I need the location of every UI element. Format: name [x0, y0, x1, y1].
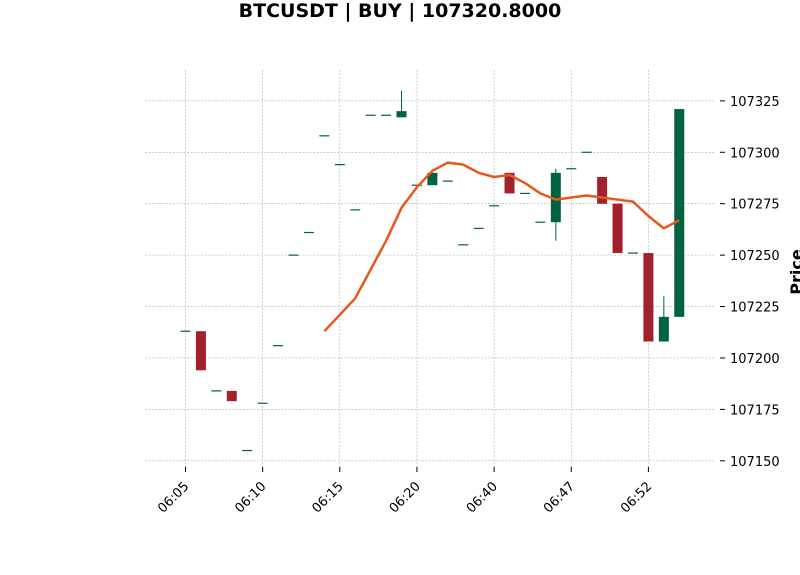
candle — [612, 203, 623, 254]
candle — [566, 168, 577, 170]
chart-title: BTCUSDT | BUY | 107320.8000 — [239, 0, 562, 22]
candle — [334, 164, 345, 166]
candle-body — [288, 254, 299, 256]
x-axis: 06:05 06:10 06:15 06:20 06:40 06:47 06:52 — [155, 467, 655, 516]
candle — [365, 114, 376, 116]
candle — [627, 252, 638, 254]
candle-body — [396, 111, 407, 118]
candle — [442, 180, 453, 182]
candle — [550, 168, 561, 241]
candle-body — [489, 205, 500, 207]
candle-body — [458, 244, 469, 246]
y-tick-label: 107300 — [730, 146, 780, 161]
candle — [303, 231, 314, 234]
candle — [427, 172, 438, 186]
candle — [535, 221, 546, 223]
candle — [381, 114, 392, 116]
candle-body — [427, 172, 438, 186]
candle — [458, 244, 469, 246]
y-tick-label: 107175 — [730, 403, 780, 418]
candle — [411, 184, 422, 186]
ma-line — [323, 161, 680, 333]
x-tick-label: 06:20 — [387, 479, 424, 516]
candle-body — [535, 221, 546, 223]
candle — [226, 390, 237, 402]
grid — [145, 70, 715, 467]
y-axis-label: Price — [787, 249, 800, 295]
candle-body — [658, 316, 669, 342]
candle-body — [674, 109, 685, 317]
candle — [597, 176, 608, 204]
candle-body — [195, 331, 206, 371]
y-tick-label: 107225 — [730, 301, 780, 316]
candle-body — [334, 164, 345, 166]
candle — [396, 90, 407, 118]
candle — [211, 390, 222, 392]
moving-average — [323, 161, 680, 333]
candle-body — [303, 231, 314, 234]
candle-body — [319, 135, 330, 137]
x-tick-label: 06:10 — [232, 479, 269, 516]
x-tick-label: 06:15 — [310, 479, 347, 516]
y-axis: 107150 107175 107200 107225 107250 107275 1073… — [720, 95, 780, 470]
x-tick-label: 06:05 — [155, 479, 192, 516]
candle-body — [242, 449, 253, 452]
candle — [273, 345, 284, 347]
candle — [674, 109, 685, 317]
candle-body — [411, 184, 422, 186]
candle — [643, 253, 654, 342]
candle — [257, 402, 268, 404]
x-tick-label: 06:52 — [618, 479, 655, 516]
candle — [519, 192, 530, 195]
candle-body — [226, 390, 237, 402]
y-tick-label: 107250 — [730, 249, 780, 264]
y-tick-label: 107150 — [730, 455, 780, 470]
candle-body — [442, 180, 453, 182]
y-tick-label: 107275 — [730, 198, 780, 213]
candle-body — [350, 209, 361, 211]
candle-body — [597, 176, 608, 204]
candle-body — [581, 151, 592, 153]
x-tick-label: 06:47 — [541, 479, 578, 516]
candles — [180, 90, 685, 452]
candle — [658, 296, 669, 342]
candle — [195, 331, 206, 371]
candle-body — [519, 192, 530, 195]
candle — [473, 227, 484, 229]
x-tick-label: 06:40 — [464, 479, 501, 516]
candle-body — [211, 390, 222, 392]
candle-body — [180, 330, 191, 332]
candle-body — [643, 253, 654, 342]
candle-body — [257, 402, 268, 404]
candle — [319, 135, 330, 137]
candle-body — [365, 114, 376, 116]
candle — [180, 330, 191, 332]
candle-body — [381, 114, 392, 116]
candle-body — [473, 227, 484, 229]
candle-body — [627, 252, 638, 254]
candle — [242, 449, 253, 452]
candle — [581, 151, 592, 153]
candle-body — [566, 168, 577, 170]
candle-body — [550, 172, 561, 223]
y-tick-label: 107200 — [730, 352, 780, 367]
candle-body — [612, 203, 623, 254]
candle-body — [273, 345, 284, 347]
candle — [350, 209, 361, 211]
candle-body — [504, 172, 515, 194]
candle — [288, 254, 299, 256]
y-tick-label: 107325 — [730, 95, 780, 110]
candle — [489, 205, 500, 207]
